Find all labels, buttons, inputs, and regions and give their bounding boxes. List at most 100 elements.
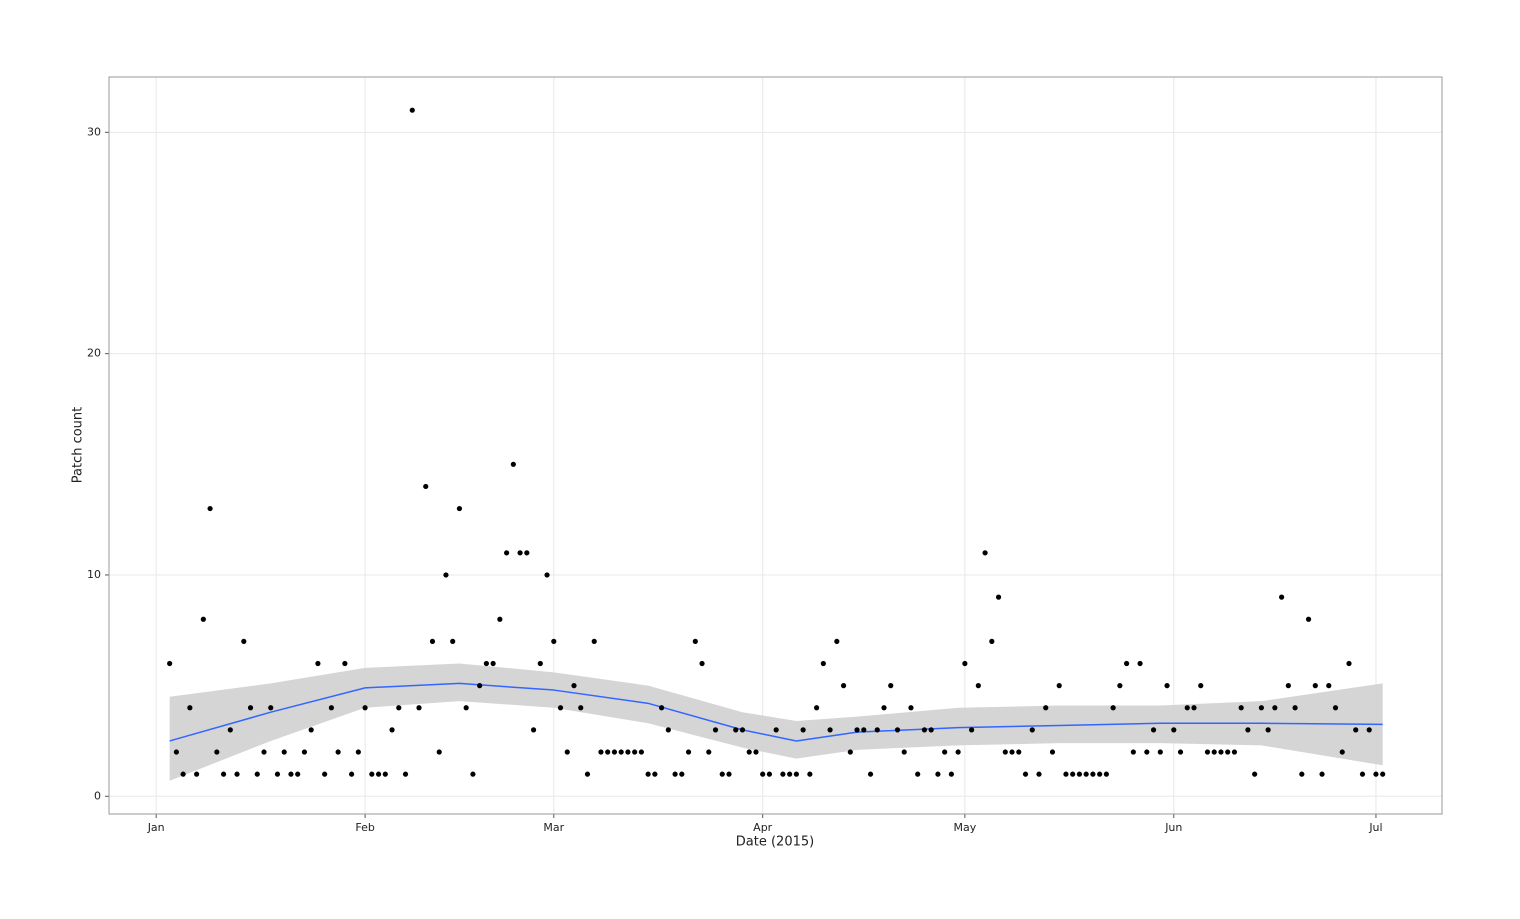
point bbox=[328, 705, 334, 711]
point bbox=[173, 749, 179, 755]
point bbox=[1137, 660, 1143, 667]
point bbox=[867, 771, 874, 777]
point bbox=[995, 594, 1002, 600]
point bbox=[1346, 660, 1352, 667]
y-axis-title: Patch count bbox=[71, 407, 86, 484]
point bbox=[1063, 771, 1069, 777]
point bbox=[382, 771, 388, 777]
point bbox=[551, 638, 557, 644]
point bbox=[665, 727, 671, 733]
point bbox=[1036, 771, 1042, 777]
point bbox=[692, 638, 698, 644]
point bbox=[443, 572, 449, 578]
point bbox=[1056, 683, 1062, 689]
point bbox=[652, 771, 658, 777]
point bbox=[1070, 771, 1076, 777]
point bbox=[254, 771, 260, 777]
point bbox=[281, 749, 287, 755]
point bbox=[1319, 771, 1325, 777]
point bbox=[746, 749, 752, 755]
point bbox=[1258, 705, 1264, 711]
x-tick-label: Apr bbox=[753, 821, 773, 834]
point bbox=[921, 727, 928, 733]
point bbox=[753, 749, 759, 755]
point bbox=[989, 638, 995, 644]
point bbox=[1380, 771, 1386, 777]
point bbox=[436, 749, 442, 755]
point bbox=[483, 660, 489, 667]
point bbox=[167, 660, 173, 667]
point bbox=[470, 771, 476, 777]
point bbox=[335, 749, 341, 755]
point bbox=[638, 749, 644, 755]
point bbox=[349, 771, 355, 777]
point bbox=[315, 660, 321, 667]
point bbox=[214, 749, 220, 755]
point bbox=[584, 771, 591, 777]
point bbox=[375, 771, 382, 777]
point bbox=[1326, 683, 1332, 689]
point bbox=[598, 749, 604, 755]
x-axis-title: Date (2015) bbox=[736, 835, 814, 850]
point bbox=[618, 749, 624, 755]
point bbox=[1238, 705, 1244, 711]
point bbox=[1150, 727, 1157, 733]
point bbox=[544, 572, 550, 578]
x-tick-label: Jun bbox=[1164, 821, 1182, 834]
point bbox=[975, 683, 981, 689]
point bbox=[450, 638, 456, 644]
point bbox=[429, 638, 436, 644]
point bbox=[1373, 771, 1379, 777]
point bbox=[578, 705, 584, 711]
point bbox=[928, 727, 934, 733]
point bbox=[557, 705, 564, 711]
point bbox=[187, 705, 193, 711]
point bbox=[200, 616, 206, 622]
point bbox=[234, 771, 240, 777]
x-tick-label: May bbox=[953, 821, 976, 834]
point bbox=[1002, 749, 1008, 755]
point bbox=[969, 727, 975, 733]
point bbox=[1090, 771, 1096, 777]
point bbox=[787, 771, 793, 777]
point bbox=[1177, 749, 1184, 755]
point bbox=[530, 727, 537, 733]
point bbox=[268, 705, 274, 711]
point bbox=[1225, 749, 1231, 755]
point bbox=[1272, 705, 1278, 711]
point bbox=[861, 727, 867, 733]
point bbox=[672, 771, 678, 777]
confidence-band bbox=[169, 663, 1383, 781]
point bbox=[301, 749, 308, 755]
point bbox=[1022, 771, 1029, 777]
point bbox=[1285, 683, 1291, 689]
point bbox=[1083, 771, 1089, 777]
point bbox=[625, 749, 631, 755]
point bbox=[955, 749, 961, 755]
point bbox=[820, 660, 826, 667]
point bbox=[1164, 683, 1170, 689]
point bbox=[699, 660, 705, 667]
point bbox=[1339, 749, 1345, 755]
point bbox=[227, 727, 233, 733]
y-tick-label: 20 bbox=[87, 347, 101, 360]
point bbox=[369, 771, 375, 777]
x-tick-label: Jan bbox=[147, 821, 165, 834]
point bbox=[780, 771, 786, 777]
point bbox=[915, 771, 921, 777]
point bbox=[1332, 705, 1339, 711]
point bbox=[247, 705, 254, 711]
point bbox=[362, 705, 368, 711]
point bbox=[888, 683, 894, 689]
point bbox=[1016, 749, 1022, 755]
point bbox=[490, 660, 496, 667]
point bbox=[1204, 749, 1211, 755]
point bbox=[517, 550, 523, 556]
point bbox=[456, 505, 463, 512]
point bbox=[726, 771, 732, 777]
point bbox=[295, 771, 301, 777]
x-tick-label: Jul bbox=[1368, 821, 1382, 834]
point bbox=[1157, 749, 1163, 755]
point bbox=[1279, 594, 1285, 600]
